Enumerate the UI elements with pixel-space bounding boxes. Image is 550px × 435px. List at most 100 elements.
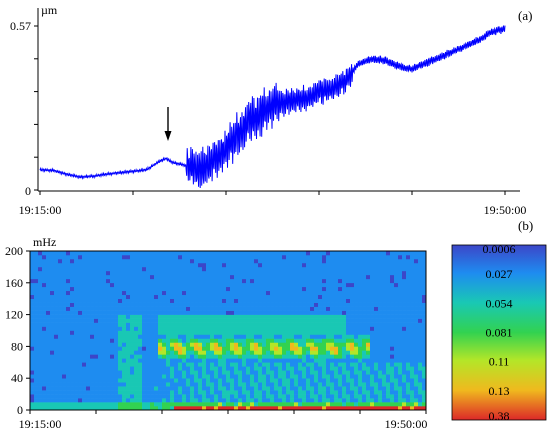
heatmap-cell bbox=[210, 262, 215, 268]
heatmap-cell bbox=[90, 390, 95, 395]
heatmap-cell bbox=[338, 254, 343, 260]
heatmap-cell bbox=[290, 370, 295, 375]
heatmap-cell bbox=[366, 402, 371, 407]
heatmap-cell bbox=[186, 374, 191, 379]
heatmap-cell bbox=[202, 338, 207, 343]
heatmap-cell bbox=[250, 290, 255, 296]
heatmap-cell bbox=[342, 298, 347, 303]
heatmap-cell bbox=[302, 322, 307, 327]
heatmap-cell bbox=[166, 306, 171, 311]
heatmap-cell bbox=[374, 251, 379, 256]
heatmap-cell bbox=[210, 398, 215, 403]
heatmap-cell bbox=[282, 306, 287, 311]
heatmap-cell bbox=[382, 362, 387, 367]
heatmap-cell bbox=[150, 306, 155, 311]
heatmap-cell bbox=[154, 266, 159, 272]
heatmap-cell bbox=[318, 382, 323, 387]
heatmap-cell bbox=[338, 282, 343, 288]
heatmap-cell bbox=[262, 306, 267, 311]
heatmap-cell bbox=[214, 362, 219, 367]
heatmap-cell bbox=[410, 382, 415, 387]
heatmap-cell bbox=[334, 294, 339, 300]
heatmap-cell bbox=[346, 334, 351, 339]
heatmap-cell bbox=[182, 330, 187, 335]
heatmap-cell bbox=[334, 386, 339, 391]
heatmap-cell bbox=[82, 318, 87, 323]
heatmap-cell bbox=[270, 390, 275, 395]
heatmap-cell bbox=[366, 310, 371, 315]
heatmap-cell bbox=[338, 394, 343, 399]
heatmap-cell bbox=[38, 406, 43, 411]
heatmap-cell bbox=[86, 402, 91, 407]
heatmap-cell bbox=[102, 254, 107, 260]
heatmap-cell bbox=[370, 294, 375, 300]
heatmap-cell bbox=[350, 278, 355, 284]
heatmap-cell bbox=[286, 282, 291, 288]
heatmap-cell bbox=[398, 378, 403, 383]
heatmap-cell bbox=[58, 290, 63, 296]
heatmap-cell bbox=[342, 251, 347, 256]
heatmap-cell bbox=[50, 298, 55, 303]
heatmap-cell bbox=[186, 370, 191, 375]
heatmap-cell bbox=[118, 254, 123, 260]
heatmap-cell bbox=[338, 310, 343, 315]
heatmap-cell bbox=[282, 251, 287, 256]
heatmap-cell bbox=[390, 290, 395, 296]
heatmap-cell bbox=[54, 334, 59, 339]
heatmap-cell bbox=[186, 394, 191, 399]
heatmap-cell bbox=[246, 310, 251, 315]
heatmap-cell bbox=[414, 294, 419, 300]
heatmap-cell bbox=[306, 318, 311, 323]
heatmap-cell bbox=[294, 374, 299, 379]
heatmap-cell bbox=[362, 358, 367, 363]
heatmap-cell bbox=[82, 258, 87, 264]
heatmap-cell bbox=[66, 278, 71, 284]
heatmap-cell bbox=[274, 251, 279, 256]
heatmap-cell bbox=[134, 310, 139, 315]
heatmap-cell bbox=[122, 302, 127, 307]
heatmap-cell bbox=[50, 390, 55, 395]
heatmap-cell bbox=[410, 354, 415, 359]
heatmap-cell bbox=[382, 326, 387, 331]
heatmap-cell bbox=[230, 330, 235, 335]
heatmap-cell bbox=[422, 334, 427, 339]
heatmap-cell bbox=[406, 350, 411, 355]
heatmap-cell bbox=[214, 346, 219, 351]
heatmap-cell bbox=[314, 394, 319, 399]
heatmap-cell bbox=[258, 338, 263, 343]
heatmap-cell bbox=[338, 302, 343, 307]
heatmap-cell bbox=[126, 251, 131, 256]
heatmap-cell bbox=[150, 266, 155, 272]
heatmap-cell bbox=[382, 282, 387, 288]
heatmap-cell bbox=[58, 394, 63, 399]
heatmap-cell bbox=[298, 270, 303, 276]
heatmap-cell bbox=[42, 346, 47, 351]
heatmap-cell bbox=[58, 318, 63, 323]
heatmap-cell bbox=[198, 326, 203, 331]
heatmap-cell bbox=[158, 358, 163, 363]
heatmap-cell bbox=[250, 354, 255, 359]
heatmap-cell bbox=[378, 298, 383, 303]
heatmap-cell bbox=[290, 346, 295, 351]
heatmap-cell bbox=[346, 251, 351, 256]
heatmap-cell bbox=[58, 398, 63, 403]
heatmap-cell bbox=[126, 346, 131, 351]
heatmap-cell bbox=[222, 350, 227, 355]
heatmap-cell bbox=[334, 266, 339, 272]
heatmap-cell bbox=[350, 262, 355, 268]
heatmap-cell bbox=[58, 402, 63, 407]
heatmap-cell bbox=[54, 342, 59, 347]
heatmap-cell bbox=[30, 282, 35, 288]
heatmap-cell bbox=[114, 342, 119, 347]
heatmap-cell bbox=[254, 302, 259, 307]
heatmap-cell bbox=[338, 294, 343, 300]
heatmap-cell bbox=[78, 330, 83, 335]
heatmap-cell bbox=[254, 346, 259, 351]
heatmap-cell bbox=[110, 270, 115, 276]
panel-b-ytick-label: 200 bbox=[5, 244, 23, 258]
heatmap-cell bbox=[354, 278, 359, 284]
heatmap-cell bbox=[118, 278, 123, 284]
heatmap-cell bbox=[234, 342, 239, 347]
heatmap-cell bbox=[94, 310, 99, 315]
heatmap-cell bbox=[174, 394, 179, 399]
